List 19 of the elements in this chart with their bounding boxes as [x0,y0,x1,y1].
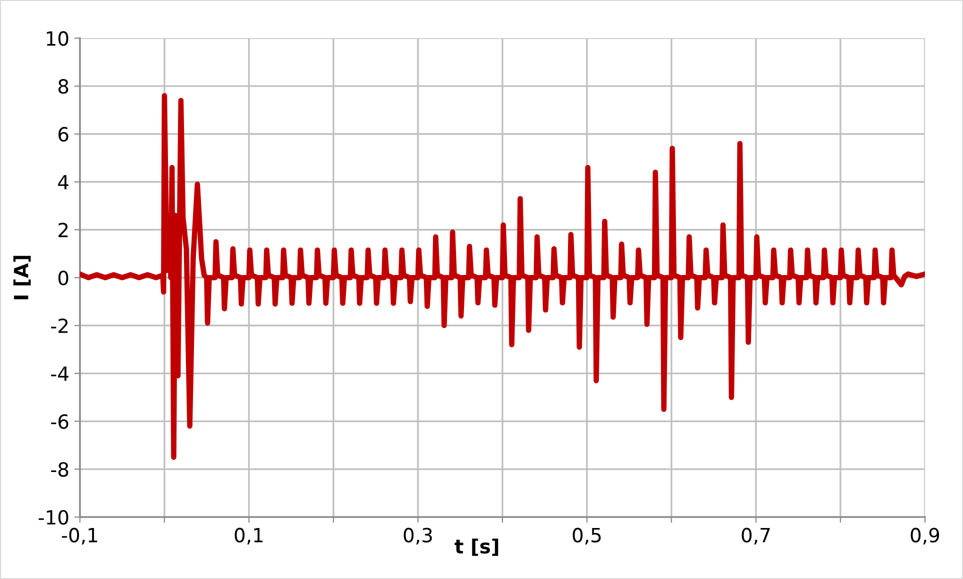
y-tick-label: -8 [51,462,68,477]
x-tick-label: 0,5 [572,528,601,544]
x-tick-label: 0,1 [234,528,263,544]
y-tick-label: 10 [46,31,68,46]
y-tick-label: -10 [38,510,68,525]
y-axis-title: I [A] [13,256,31,300]
y-tick-label: -4 [51,366,68,381]
x-axis-title: t [s] [454,538,498,556]
y-tick-label: 4 [58,175,68,190]
y-tick-label: 0 [58,270,68,286]
x-tick-label: -0,1 [62,528,98,544]
x-tick-label: 0,9 [910,528,940,544]
y-tick-label: 2 [58,222,68,238]
x-tick-label: 0,3 [404,528,432,544]
y-tick-label: 6 [58,126,68,142]
y-tick-label: -2 [51,318,68,333]
x-tick-label: 0,7 [742,528,770,544]
y-tick-label: -6 [51,414,68,429]
y-tick-label: 8 [58,79,68,94]
